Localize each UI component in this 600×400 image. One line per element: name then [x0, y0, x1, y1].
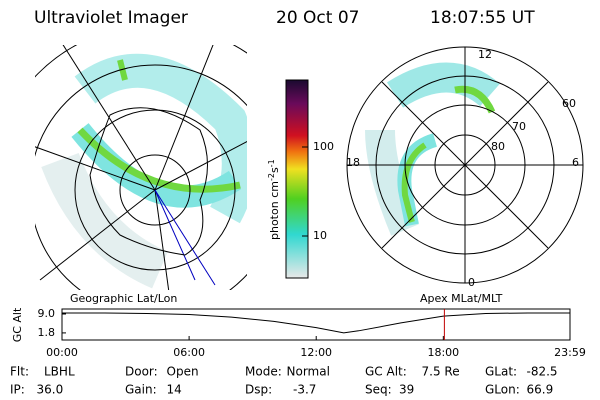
date: 20 Oct 07: [276, 8, 359, 28]
altitude-plot: 00:00 06:00 12:00 18:00 23:59 1.8 9.0: [38, 307, 586, 359]
lat-label: 60: [562, 97, 576, 110]
field-value: LBHL: [44, 365, 75, 379]
colorbar-tick: 10: [313, 229, 327, 242]
field-label: Mode:: [245, 365, 282, 379]
plot-left-label: Geographic Lat/Lon: [70, 292, 177, 305]
field-value: 7.5 Re: [422, 365, 460, 379]
colorbar: [285, 79, 309, 279]
field-value: Open: [167, 365, 199, 379]
field-value: 14: [167, 383, 182, 397]
title: Ultraviolet Imager: [34, 8, 188, 28]
time: 18:07:55 UT: [430, 8, 535, 28]
field-label: Seq:: [365, 383, 392, 397]
field-label: GLon:: [485, 383, 520, 397]
polar-image: [346, 46, 584, 284]
mlt-label: 12: [478, 48, 492, 61]
field-label: IP:: [10, 383, 25, 397]
altitude-line: [62, 312, 570, 334]
colorbar-tick: 100: [313, 140, 334, 153]
field-label: Door:: [125, 365, 158, 379]
field-label: Flt:: [10, 365, 29, 379]
field-label: GC Alt:: [365, 365, 407, 379]
field-value: Normal: [287, 365, 330, 379]
lat-label: 70: [512, 120, 526, 133]
plot-right-label: Apex MLat/MLT: [420, 292, 503, 305]
mlt-label: 0: [468, 276, 475, 289]
field-label: Dsp:: [245, 383, 272, 397]
x-tick-label: 12:00: [300, 346, 332, 359]
mlt-label: 18: [346, 156, 360, 169]
x-tick-label: 06:00: [173, 346, 205, 359]
field-value: 36.0: [37, 383, 64, 397]
y-tick-label: 1.8: [38, 326, 56, 339]
geographic-image: [35, 45, 247, 290]
footer: Flt: LBHL Door: Open Mode: Normal GC Alt: 7.5 R…: [10, 365, 558, 397]
y-axis-label: GC Alt: [11, 307, 24, 342]
field-value: 39: [399, 383, 414, 397]
y-tick-label: 9.0: [38, 307, 56, 320]
x-tick-label: 23:59: [554, 346, 586, 359]
x-tick-label: 00:00: [46, 346, 78, 359]
field-value: -82.5: [527, 365, 558, 379]
lat-label: 80: [491, 140, 505, 153]
mlt-label: 6: [572, 156, 579, 169]
x-tick-label: 18:00: [427, 346, 459, 359]
field-label: Gain:: [125, 383, 157, 397]
colorbar-label: photon cm-2s-1: [267, 159, 282, 240]
field-value: 66.9: [527, 383, 554, 397]
field-value: -3.7: [293, 383, 316, 397]
field-label: GLat:: [485, 365, 517, 379]
